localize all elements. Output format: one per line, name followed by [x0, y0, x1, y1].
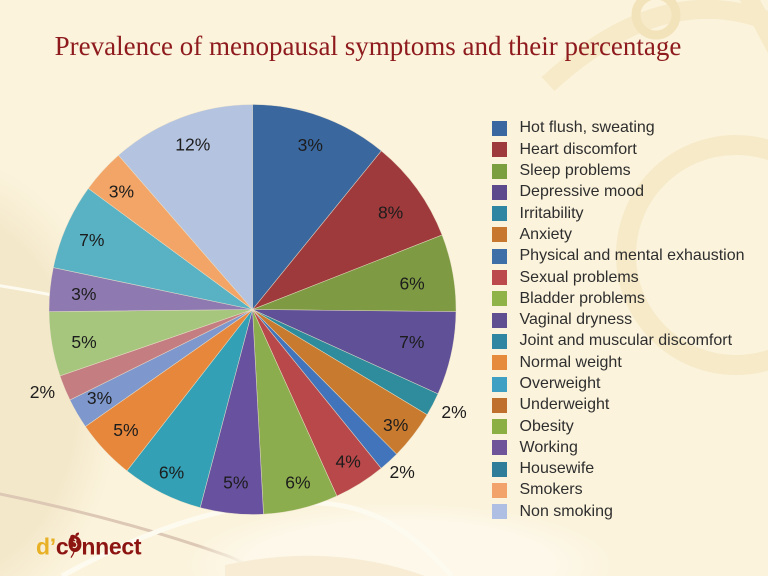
svg-text:3%: 3%	[109, 182, 134, 202]
svg-text:7%: 7%	[399, 332, 424, 352]
svg-text:2%: 2%	[390, 462, 415, 482]
svg-text:7%: 7%	[79, 230, 104, 250]
svg-text:3%: 3%	[71, 284, 96, 304]
svg-text:3%: 3%	[87, 388, 112, 408]
svg-text:6%: 6%	[285, 473, 310, 493]
svg-text:6%: 6%	[159, 462, 184, 482]
svg-text:12%: 12%	[175, 135, 210, 155]
svg-text:8%: 8%	[378, 202, 403, 222]
svg-text:2%: 2%	[441, 402, 466, 422]
svg-text:3%: 3%	[383, 415, 408, 435]
svg-text:5%: 5%	[113, 420, 138, 440]
svg-text:3%: 3%	[298, 135, 323, 155]
svg-text:6%: 6%	[399, 273, 424, 293]
svg-text:4%: 4%	[336, 452, 361, 472]
svg-text:2%: 2%	[30, 382, 55, 402]
svg-text:5%: 5%	[71, 332, 96, 352]
svg-text:5%: 5%	[223, 472, 248, 492]
